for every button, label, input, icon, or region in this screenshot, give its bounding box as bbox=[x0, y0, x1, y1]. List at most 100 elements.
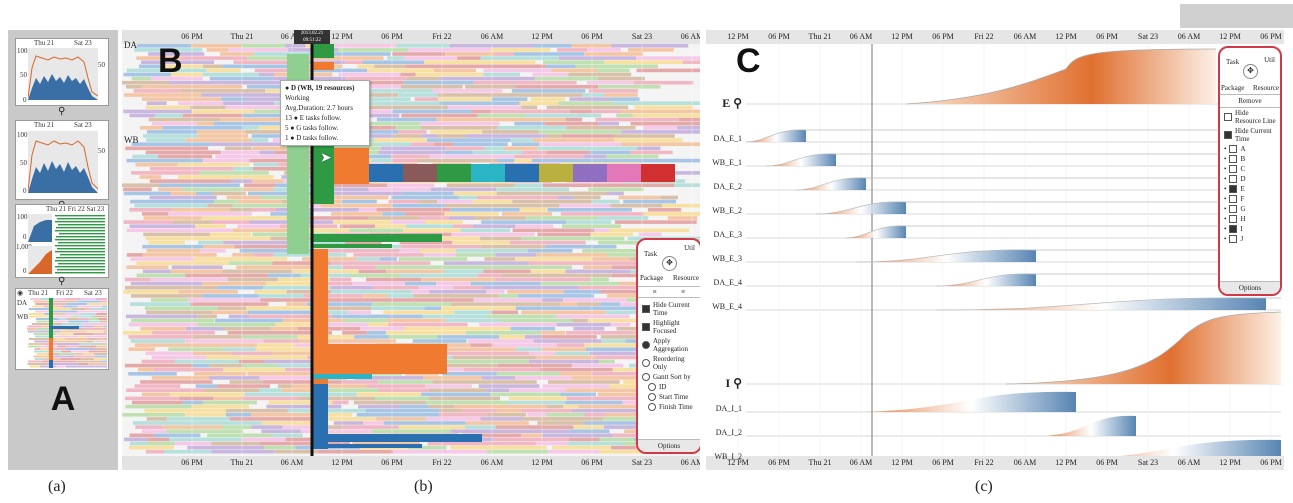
type-filter-B[interactable]: • B bbox=[1220, 154, 1280, 164]
option-radio[interactable] bbox=[648, 403, 656, 411]
gantt-option-7[interactable]: Finish Time bbox=[638, 402, 700, 412]
gantt-task-bar bbox=[537, 421, 565, 425]
gantt-task-bar bbox=[123, 220, 174, 224]
type-filter-C[interactable]: • C bbox=[1220, 164, 1280, 174]
agg-bottom-tick-6: Fri 22 bbox=[974, 458, 994, 467]
move-knob-icon[interactable]: ✥ bbox=[662, 256, 677, 271]
gantt-option-5[interactable]: ID bbox=[638, 382, 700, 392]
option-checkbox[interactable] bbox=[642, 323, 650, 331]
agg-row-label-2[interactable]: WB_E_1 bbox=[712, 158, 742, 167]
agg-row-label-6[interactable]: WB_E_3 bbox=[712, 254, 742, 263]
agg-row-label-12[interactable]: WB_I_2 bbox=[714, 452, 742, 461]
type-checkbox[interactable] bbox=[1229, 175, 1238, 183]
hide-resource-line-checkbox[interactable] bbox=[1224, 113, 1232, 121]
type-filter-J[interactable]: • J bbox=[1220, 234, 1280, 244]
gantt-task-bar bbox=[126, 388, 205, 392]
gantt-task-bar bbox=[273, 433, 303, 438]
gantt-task-bar bbox=[620, 109, 700, 114]
type-checkbox[interactable] bbox=[1229, 215, 1238, 223]
hide-current-time-row-c[interactable]: Hide Current Time bbox=[1220, 126, 1280, 144]
agg-row-label-1[interactable]: DA_E_1 bbox=[713, 134, 742, 143]
mini-task-bar bbox=[78, 345, 97, 348]
gantt-task-bar bbox=[490, 48, 551, 52]
aggregation-options-button[interactable]: Options bbox=[1220, 281, 1280, 294]
overview-thumbnail-4[interactable]: ◉ Thu 21 Fri 22 Sat 23 DA WB bbox=[15, 288, 109, 370]
gantt-task-bar bbox=[376, 117, 437, 122]
type-checkbox[interactable] bbox=[1229, 205, 1238, 213]
option-radio[interactable] bbox=[648, 393, 656, 401]
mini-task-bar bbox=[96, 313, 107, 315]
type-filter-G[interactable]: • G bbox=[1220, 204, 1280, 214]
gantt-option-2[interactable]: Apply Aggregation bbox=[638, 336, 700, 354]
view-mode-pad[interactable]: Task Util Package Resource ✥ bbox=[638, 240, 700, 287]
pad-c-package[interactable]: Package bbox=[1221, 84, 1245, 92]
type-checkbox[interactable] bbox=[1229, 185, 1238, 193]
pad-c-util[interactable]: Util bbox=[1264, 56, 1275, 64]
gantt-task-bar bbox=[185, 138, 251, 142]
agg-row-label-11[interactable]: DA_I_2 bbox=[715, 428, 742, 437]
gantt-task-bar bbox=[122, 80, 169, 85]
pad-package[interactable]: Package bbox=[640, 274, 664, 282]
pad-c-resource[interactable]: Resource bbox=[1252, 84, 1279, 92]
option-radio[interactable] bbox=[648, 383, 656, 391]
agg-row-label-0[interactable]: E ⚲ bbox=[722, 96, 742, 110]
gantt-task-bar bbox=[376, 417, 426, 421]
gantt-chart[interactable] bbox=[122, 44, 700, 456]
sort-asc-button[interactable]: ≡ bbox=[652, 288, 657, 296]
agg-row-label-9[interactable]: I ⚲ bbox=[725, 376, 742, 390]
pad-task[interactable]: Task bbox=[644, 250, 658, 258]
view-mode-pad-c[interactable]: Task Util Package Resource ✥ bbox=[1220, 48, 1280, 95]
type-filter-E[interactable]: • E bbox=[1220, 184, 1280, 194]
gantt-task-bar bbox=[528, 261, 601, 265]
pad-c-task[interactable]: Task bbox=[1226, 58, 1240, 66]
remove-button[interactable]: Remove bbox=[1220, 95, 1280, 108]
gantt-option-0[interactable]: Hide Current Time bbox=[638, 300, 700, 318]
type-filter-F[interactable]: • F bbox=[1220, 194, 1280, 204]
option-radio[interactable] bbox=[642, 359, 650, 367]
gantt-option-1[interactable]: Highlight Focused bbox=[638, 318, 700, 336]
magnify-icon-1[interactable]: ⚲ bbox=[58, 106, 66, 117]
gantt-option-4[interactable]: Gantt Sort by bbox=[638, 372, 700, 382]
type-filter-A[interactable]: • A bbox=[1220, 144, 1280, 154]
type-checkbox[interactable] bbox=[1229, 195, 1238, 203]
gantt-task-bar bbox=[616, 113, 633, 118]
type-filter-H[interactable]: • H bbox=[1220, 214, 1280, 224]
overview-thumbnail-3[interactable]: Thu 21 Fri 22 Sat 23 100 0 1,000 0 bbox=[15, 204, 109, 278]
gantt-options-button[interactable]: Options bbox=[638, 439, 700, 452]
type-filter-D[interactable]: • D bbox=[1220, 174, 1280, 184]
move-knob-icon-c[interactable]: ✥ bbox=[1243, 64, 1258, 79]
overview-thumbnail-2[interactable]: Thu 21 Sat 23 100 50 0 50 bbox=[15, 120, 109, 200]
pad-util[interactable]: Util bbox=[684, 244, 695, 252]
agg-row-label-8[interactable]: WB_E_4 bbox=[712, 302, 742, 311]
type-checkbox[interactable] bbox=[1229, 225, 1238, 233]
aggregation-chart[interactable] bbox=[706, 44, 1284, 456]
option-checkbox[interactable] bbox=[642, 305, 650, 313]
pad-resource[interactable]: Resource bbox=[672, 274, 699, 282]
gantt-task-bar bbox=[588, 187, 644, 192]
type-checkbox[interactable] bbox=[1229, 145, 1238, 153]
gantt-option-6[interactable]: Start Time bbox=[638, 392, 700, 402]
hide-current-time-checkbox-c[interactable] bbox=[1224, 131, 1232, 139]
agg-row-label-4[interactable]: WB_E_2 bbox=[712, 206, 742, 215]
type-filter-I[interactable]: • I bbox=[1220, 224, 1280, 234]
gantt-task-bar bbox=[192, 351, 232, 356]
type-checkbox[interactable] bbox=[1229, 155, 1238, 163]
agg-row-label-7[interactable]: DA_E_4 bbox=[713, 278, 742, 287]
option-radio[interactable] bbox=[642, 373, 650, 381]
gantt-task-bar bbox=[521, 408, 572, 413]
type-checkbox[interactable] bbox=[1229, 235, 1238, 243]
agg-row-label-10[interactable]: DA_I_1 bbox=[715, 404, 742, 413]
type-checkbox[interactable] bbox=[1229, 165, 1238, 173]
gantt-option-3[interactable]: Reordering Only bbox=[638, 354, 700, 372]
gantt-task-bar bbox=[395, 126, 421, 130]
overview-thumbnail-1[interactable]: Thu 21 Sat 23 100 50 0 50 bbox=[15, 38, 109, 106]
hide-resource-line-row[interactable]: Hide Resource Line bbox=[1220, 108, 1280, 126]
sort-desc-button[interactable]: ≡ bbox=[681, 288, 686, 296]
agg-row-label-5[interactable]: DA_E_3 bbox=[713, 230, 742, 239]
option-radio[interactable] bbox=[642, 341, 650, 349]
gantt-task-bar bbox=[371, 306, 425, 310]
agg-row-label-3[interactable]: DA_E_2 bbox=[713, 182, 742, 191]
magnify-icon-3[interactable]: ⚲ bbox=[58, 276, 66, 287]
eye-icon[interactable]: ◉ bbox=[17, 289, 24, 297]
gantt-task-bar bbox=[565, 331, 634, 335]
